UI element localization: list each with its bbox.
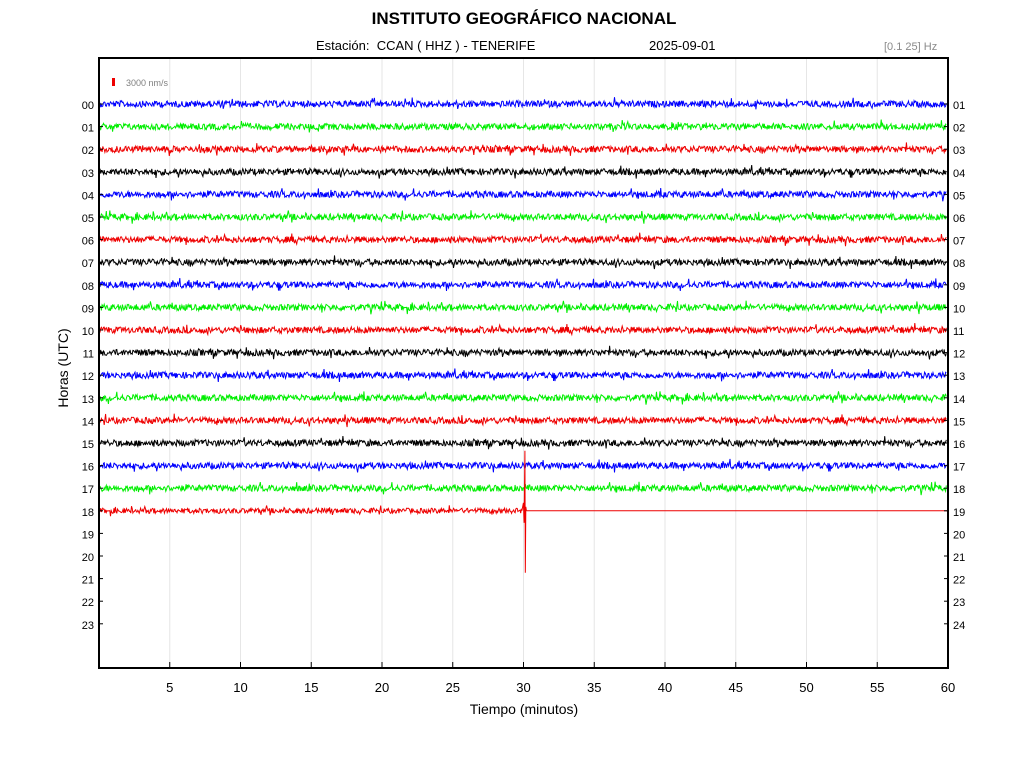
- y-tick-label-left: 10: [82, 326, 94, 338]
- trace-hour-16: [99, 458, 947, 473]
- trace-hour-03: [99, 165, 947, 179]
- y-tick-label-left: 08: [82, 281, 94, 293]
- trace-hour-08: [99, 278, 947, 291]
- y-tick-label-left: 05: [82, 213, 94, 225]
- traces: [99, 97, 947, 573]
- y-tick-label-left: 14: [82, 416, 94, 428]
- y-tick-label-right: 10: [953, 303, 965, 315]
- x-tick-label: 40: [658, 680, 672, 695]
- station-info: Estación: CCAN ( HHZ ) - TENERIFE: [316, 38, 535, 53]
- y-tick-label-left: 06: [82, 236, 94, 248]
- frequency-band: [0.1 25] Hz: [884, 41, 938, 53]
- y-tick-label-right: 22: [953, 575, 965, 587]
- y-tick-label-left: 00: [82, 100, 94, 112]
- y-tick-label-right: 15: [953, 416, 965, 428]
- y-tick-label-right: 13: [953, 371, 965, 383]
- y-tick-label-right: 11: [953, 326, 964, 338]
- x-tick-label: 10: [233, 680, 247, 695]
- trace-hour-18: [99, 504, 522, 517]
- grid-lines: [169, 58, 878, 668]
- x-tick-label: 45: [729, 680, 743, 695]
- y-tick-label-left: 03: [82, 168, 94, 180]
- y-tick-label-right: 09: [953, 281, 965, 293]
- y-tick-label-left: 04: [82, 190, 94, 202]
- y-tick-label-right: 23: [953, 597, 965, 609]
- page-title: INSTITUTO GEOGRÁFICO NACIONAL: [371, 9, 677, 28]
- y-tick-label-left: 01: [82, 123, 94, 135]
- y-tick-label-left: 23: [82, 620, 94, 632]
- y-tick-label-right: 04: [953, 168, 965, 180]
- y-tick-label-right: 16: [953, 439, 965, 451]
- y-tick-label-left: 07: [82, 258, 94, 270]
- y-tick-label-left: 09: [82, 303, 94, 315]
- x-tick-label: 5: [166, 680, 173, 695]
- x-tick-label: 15: [304, 680, 318, 695]
- x-axis-label: Tiempo (minutos): [469, 701, 579, 717]
- y-tick-label-left: 17: [82, 484, 94, 496]
- trace-hour-01: [99, 119, 947, 133]
- y-tick-label-left: 21: [82, 575, 94, 587]
- x-tick-label: 60: [941, 680, 955, 695]
- event-spike: [521, 450, 527, 573]
- y-tick-label-right: 02: [953, 123, 965, 135]
- trace-hour-12: [99, 368, 947, 383]
- y-tick-label-left: 12: [82, 371, 94, 383]
- y-tick-label-right: 19: [953, 507, 965, 519]
- y-tick-label-right: 17: [953, 462, 965, 474]
- trace-hour-10: [99, 323, 947, 337]
- trace-hour-04: [99, 187, 947, 202]
- x-tick-label: 55: [870, 680, 884, 695]
- y-tick-label-left: 11: [83, 349, 94, 361]
- y-tick-label-right: 08: [953, 258, 965, 270]
- scale-label: 3000 nm/s: [126, 78, 169, 88]
- y-tick-label-right: 06: [953, 213, 965, 225]
- trace-hour-07: [99, 255, 947, 270]
- trace-hour-02: [99, 142, 947, 157]
- station-prefix: Estación:: [316, 38, 370, 53]
- x-tick-label: 50: [799, 680, 813, 695]
- y-tick-label-left: 13: [82, 394, 94, 406]
- x-tick-label: 30: [516, 680, 530, 695]
- trace-hour-11: [99, 345, 947, 360]
- y-tick-label-right: 01: [953, 100, 965, 112]
- y-tick-label-left: 02: [82, 145, 94, 157]
- y-tick-label-left: 15: [82, 439, 94, 451]
- trace-hour-06: [99, 232, 947, 247]
- amplitude-scale: 3000 nm/s: [112, 78, 169, 88]
- y-tick-label-left: 18: [82, 507, 94, 519]
- record-date: 2025-09-01: [649, 38, 716, 53]
- y-tick-label-left: 19: [82, 529, 94, 541]
- trace-hour-17: [99, 481, 947, 496]
- scale-bar-icon: [112, 78, 115, 86]
- trace-hour-15: [99, 436, 947, 450]
- y-tick-label-right: 18: [953, 484, 965, 496]
- y-tick-label-right: 21: [953, 552, 965, 564]
- y-tick-label-right: 03: [953, 145, 965, 157]
- y-tick-label-right: 14: [953, 394, 965, 406]
- y-tick-label-right: 24: [953, 620, 965, 632]
- y-tick-label-right: 05: [953, 190, 965, 202]
- x-tick-label: 20: [375, 680, 389, 695]
- y-tick-label-left: 16: [82, 462, 94, 474]
- trace-hour-14: [99, 413, 947, 428]
- y-tick-label-right: 12: [953, 349, 965, 361]
- x-tick-label: 25: [446, 680, 460, 695]
- y-tick-label-left: 20: [82, 552, 94, 564]
- station-name: CCAN ( HHZ ) - TENERIFE: [376, 38, 536, 53]
- trace-hour-09: [99, 300, 947, 315]
- trace-hour-13: [99, 391, 947, 405]
- x-tick-label: 35: [587, 680, 601, 695]
- trace-hour-05: [99, 210, 947, 224]
- trace-hour-00: [99, 97, 947, 110]
- axis-ticks: 5 10 15 20 25 30 35 40 45 50 55 60 00 01 02 03 04 05 06 07 0…: [82, 100, 966, 695]
- y-axis-label: Horas (UTC): [55, 328, 71, 408]
- y-tick-label-right: 20: [953, 529, 965, 541]
- y-tick-label-right: 07: [953, 236, 965, 248]
- y-tick-label-left: 22: [82, 597, 94, 609]
